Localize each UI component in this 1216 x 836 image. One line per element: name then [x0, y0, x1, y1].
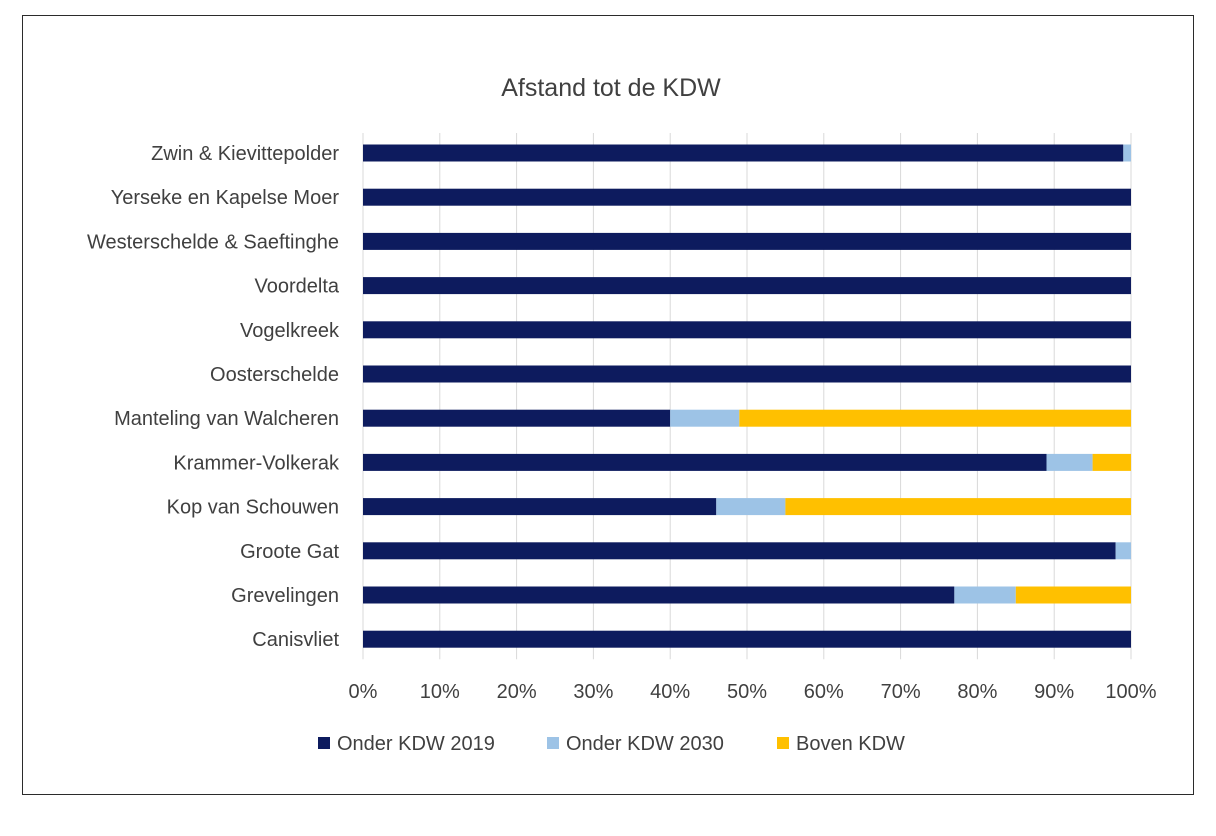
- x-tick-label: 100%: [1105, 681, 1156, 703]
- category-label: Oosterschelde: [210, 364, 339, 386]
- legend-label: Boven KDW: [796, 733, 905, 755]
- bar-segment: [363, 232, 1131, 250]
- category-label: Canisvliet: [252, 629, 339, 651]
- legend-label: Onder KDW 2030: [566, 733, 724, 755]
- bar-segment: [363, 321, 1131, 339]
- category-label: Zwin & Kievittepolder: [151, 143, 339, 165]
- bar-segment: [363, 144, 1124, 162]
- bar-segment: [363, 586, 955, 604]
- bar-segment: [670, 409, 740, 427]
- legend-swatch: [318, 737, 330, 749]
- bar-segment: [1046, 453, 1093, 471]
- category-label: Grevelingen: [231, 585, 339, 607]
- bar-segment: [1123, 144, 1131, 162]
- bar-segment: [363, 453, 1047, 471]
- category-label: Manteling van Walcheren: [114, 408, 339, 430]
- category-label: Yerseke en Kapelse Moer: [111, 187, 340, 209]
- x-tick-label: 80%: [957, 681, 997, 703]
- bar-segment: [1115, 542, 1131, 560]
- category-label: Krammer-Volkerak: [173, 452, 340, 474]
- bar-segment: [363, 409, 671, 427]
- bar-segment: [739, 409, 1131, 427]
- x-tick-label: 90%: [1034, 681, 1074, 703]
- x-tick-label: 40%: [650, 681, 690, 703]
- bar-segment: [363, 277, 1131, 295]
- legend-swatch: [547, 737, 559, 749]
- bar-segment: [954, 586, 1016, 604]
- bar-segment: [1015, 586, 1131, 604]
- category-labels: Zwin & Kievittepolder Yerseke en Kapelse …: [87, 143, 340, 651]
- x-tick-labels: 0% 10% 20% 30% 40% 50% 60% 70% 80% 90% 100%: [349, 681, 1157, 703]
- x-tick-label: 50%: [727, 681, 767, 703]
- bar-segment: [363, 365, 1131, 383]
- legend-swatch: [777, 737, 789, 749]
- chart-frame: Afstand tot de KDW Zwin & Kievittepolder…: [22, 15, 1194, 795]
- bar-segment: [363, 542, 1116, 560]
- x-tick-label: 20%: [497, 681, 537, 703]
- chart-svg: Afstand tot de KDW Zwin & Kievittepolder…: [87, 74, 1157, 755]
- x-tick-label: 0%: [349, 681, 378, 703]
- bar-segment: [785, 498, 1131, 516]
- bar-segment: [363, 498, 717, 516]
- category-label: Groote Gat: [240, 541, 339, 563]
- x-tick-label: 60%: [804, 681, 844, 703]
- legend: Onder KDW 2019 Onder KDW 2030 Boven KDW: [318, 733, 905, 755]
- x-tick-label: 10%: [420, 681, 460, 703]
- bars: [363, 144, 1131, 648]
- chart-title: Afstand tot de KDW: [501, 74, 721, 102]
- bar-segment: [363, 630, 1131, 648]
- gridlines: [362, 133, 1132, 660]
- category-label: Kop van Schouwen: [167, 497, 339, 519]
- x-tick-label: 70%: [881, 681, 921, 703]
- bar-segment: [363, 188, 1131, 206]
- legend-label: Onder KDW 2019: [337, 733, 495, 755]
- bar-segment: [1092, 453, 1131, 471]
- category-label: Voordelta: [254, 276, 339, 298]
- x-tick-label: 30%: [573, 681, 613, 703]
- category-label: Westerschelde & Saeftinghe: [87, 231, 339, 253]
- category-label: Vogelkreek: [240, 320, 340, 342]
- bar-segment: [716, 498, 786, 516]
